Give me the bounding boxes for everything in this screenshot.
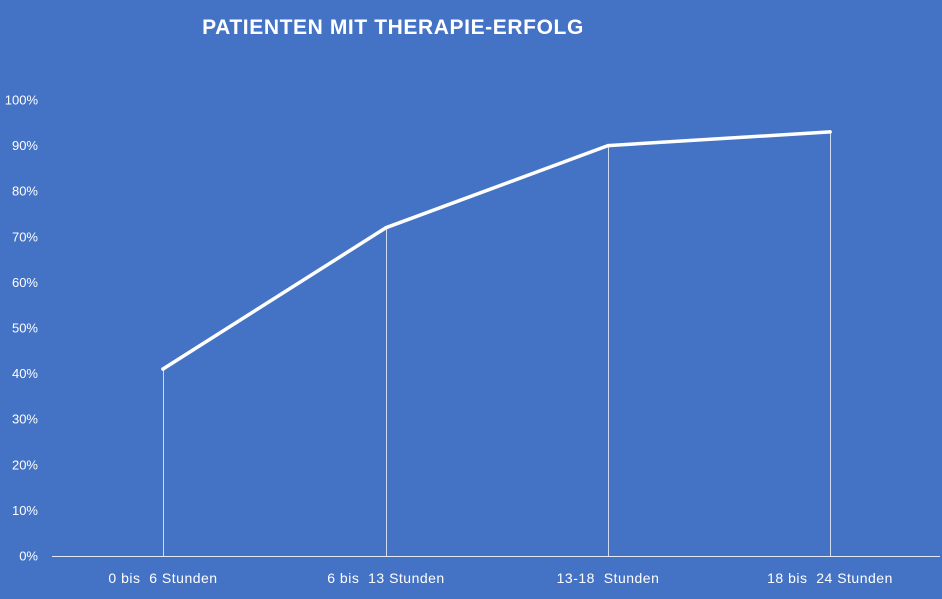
data-point — [384, 225, 388, 230]
x-category-label: 18 bis 24 Stunden — [767, 570, 893, 586]
x-category-label: 13-18 Stunden — [557, 570, 660, 586]
y-tick-label: 30% — [12, 412, 38, 427]
y-tick-label: 60% — [12, 275, 38, 290]
y-tick-label: 40% — [12, 366, 38, 381]
data-point — [606, 143, 610, 148]
x-category-label: 6 bis 13 Stunden — [327, 570, 444, 586]
y-tick-label: 90% — [12, 138, 38, 153]
y-tick-label: 80% — [12, 184, 38, 199]
y-tick-label: 20% — [12, 457, 38, 472]
y-tick-label: 50% — [12, 321, 38, 336]
y-tick-label: 70% — [12, 229, 38, 244]
data-point — [828, 130, 832, 134]
y-tick-label: 100% — [5, 93, 39, 108]
data-point — [161, 367, 165, 371]
y-tick-label: 10% — [12, 503, 38, 518]
y-tick-label: 0% — [19, 549, 38, 564]
series-line — [161, 130, 832, 371]
x-category-label: 0 bis 6 Stunden — [108, 570, 217, 586]
chart-title: PATIENTEN MIT THERAPIE-ERFOLG — [202, 16, 584, 39]
